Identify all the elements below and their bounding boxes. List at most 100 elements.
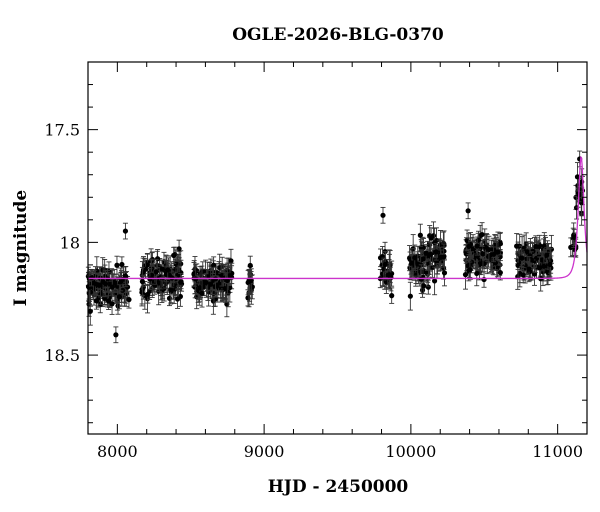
point-marker [122,228,129,234]
point-marker [466,262,473,268]
point-marker [441,270,448,276]
point-marker [431,278,438,284]
point-marker [387,272,393,278]
data-point [208,270,214,299]
x-axis-label: HJD - 2450000 [268,477,409,497]
point-marker [109,284,115,290]
data-point [106,291,112,311]
data-point [425,279,431,295]
data-point [126,290,132,309]
data-point [178,273,184,292]
data-point [490,246,497,263]
point-marker [536,244,542,250]
point-marker [490,246,496,252]
point-marker [139,289,145,296]
point-marker [211,290,217,296]
data-point [530,242,536,261]
point-marker [479,231,485,238]
point-marker [467,267,473,273]
point-marker [543,252,550,258]
data-point [90,270,97,296]
data-point [122,222,129,240]
point-marker [109,301,115,307]
data-point [480,239,486,268]
data-point [109,292,115,315]
point-marker [418,257,424,263]
point-marker [579,199,585,205]
point-marker [407,293,413,299]
data-point [139,266,146,297]
data-point [199,278,205,308]
point-marker [249,284,255,290]
point-marker [222,286,229,292]
point-marker [475,237,482,243]
point-marker [382,261,388,268]
data-point [427,242,434,266]
data-point [382,250,388,279]
data-point [114,255,120,275]
data-point [536,239,542,255]
point-marker [178,279,184,285]
data-point [479,222,485,247]
point-marker [465,208,471,214]
x-tick-label: 11000 [532,442,583,461]
data-point [119,256,125,273]
data-point [228,248,234,273]
data-point [407,281,413,311]
point-marker [116,294,122,300]
x-tick-label: 8000 [97,442,138,461]
point-marker [497,241,503,247]
model-curve [88,155,588,280]
y-tick-label: 18 [60,233,80,252]
point-marker [119,261,125,268]
point-marker [418,276,424,282]
data-point [519,249,525,267]
point-marker [547,261,553,268]
point-marker [106,268,112,275]
point-marker [224,277,230,284]
data-point [224,266,230,295]
point-marker [574,174,581,180]
point-marker [571,234,577,240]
data-point [389,287,395,304]
point-marker [389,293,395,299]
data-point [474,236,480,256]
x-tick-label: 10000 [385,442,436,461]
point-marker [539,257,545,263]
point-marker [140,269,146,275]
data-point [571,228,577,246]
point-marker [155,256,161,262]
data-point [95,273,101,297]
point-marker [199,290,205,296]
data-point [412,244,418,271]
chart-title: OGLE-2026-BLG-0370 [232,25,444,45]
data-point [113,326,119,344]
point-marker [425,284,431,290]
point-marker [203,279,209,286]
point-marker [165,267,171,273]
plot-frame [87,61,588,435]
point-marker [466,243,472,249]
point-marker [126,297,132,303]
point-marker [474,270,480,277]
data-point [467,261,473,279]
data-point [122,266,128,286]
data-point [380,206,386,224]
data-point [497,231,503,256]
point-marker [211,262,217,268]
y-tick-label: 18.5 [44,346,80,365]
data-point [433,243,439,261]
point-marker [228,258,234,264]
data-point [219,264,225,287]
point-marker [120,287,126,293]
point-marker [168,287,174,293]
point-marker [520,272,526,278]
point-marker [519,255,525,261]
data-point [109,278,115,296]
point-marker [113,332,119,338]
point-marker [245,295,251,301]
point-marker [102,281,109,287]
data-point [466,237,472,255]
data-point [441,246,447,268]
